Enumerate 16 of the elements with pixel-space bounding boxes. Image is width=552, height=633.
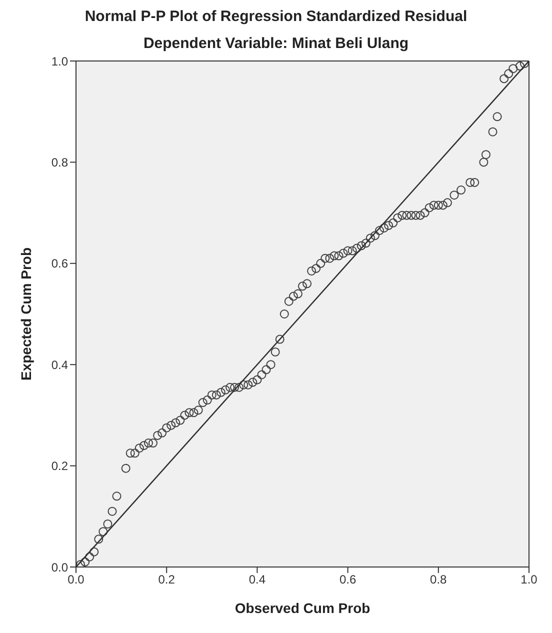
y-tick-label: 0.4 [51,358,68,372]
x-axis-title: Observed Cum Prob [234,600,370,616]
chart-title: Normal P-P Plot of Regression Standardized Residual [84,8,468,25]
y-tick-label: 0.0 [51,560,68,574]
x-tick-label: 0.6 [339,572,356,587]
y-tick-label: 0.6 [51,256,68,271]
chart-subtitle: Dependent Variable: Minat Beli Ulang [142,35,410,52]
x-tick-label: 0.8 [430,572,448,587]
y-tick-label: 0.8 [51,155,68,170]
y-axis-title: Expected Cum Prob [18,247,34,381]
x-tick-label: 0.0 [68,572,85,587]
y-tick-label: 0.2 [51,459,68,474]
y-tick-label: 1.0 [51,54,68,68]
x-tick-label: 1.0 [520,572,538,587]
x-tick-label: 0.2 [158,572,176,587]
x-tick-label: 0.4 [248,572,266,587]
